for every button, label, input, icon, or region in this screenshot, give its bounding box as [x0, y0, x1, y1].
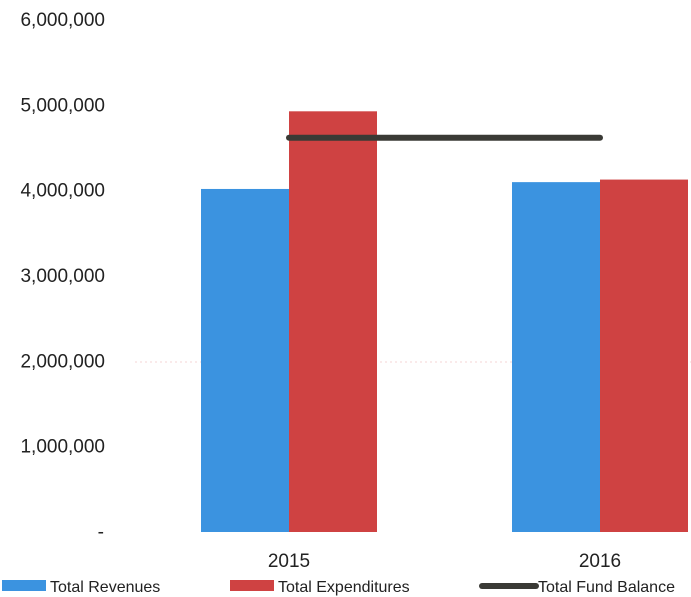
y-tick-label: 1,000,000 [20, 437, 105, 458]
legend-swatch-total-expenditures [230, 580, 274, 591]
legend-label-total-revenues: Total Revenues [50, 579, 160, 596]
bar-total-expenditures-2016 [600, 179, 688, 532]
legend: Total Revenues Total Expenditures Total Fu… [2, 579, 675, 596]
y-axis-tick-labels: - 1,000,000 2,000,000 3,000,000 4,000,000 5,0… [20, 10, 105, 543]
bar-total-revenues-2015 [201, 188, 289, 532]
x-category-label: 2015 [268, 551, 310, 572]
bar-total-revenues-2016 [512, 182, 600, 532]
y-tick-label: 3,000,000 [20, 266, 105, 287]
x-category-label: 2016 [579, 551, 621, 572]
x-axis-category-labels: 2015 2016 [268, 551, 621, 572]
y-tick-label: 2,000,000 [20, 351, 105, 372]
legend-label-total-expenditures: Total Expenditures [278, 579, 410, 596]
legend-swatch-total-revenues [2, 580, 46, 591]
bar-total-expenditures-2015 [289, 111, 377, 532]
y-tick-label: 5,000,000 [20, 95, 105, 116]
legend-label-total-fund-balance: Total Fund Balance [538, 579, 675, 596]
bar-marks [201, 111, 688, 532]
y-tick-label: 4,000,000 [20, 181, 105, 202]
y-tick-label: - [98, 522, 104, 543]
y-tick-label: 6,000,000 [20, 10, 105, 31]
